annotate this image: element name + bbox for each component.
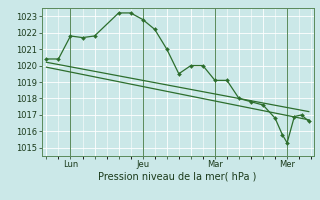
X-axis label: Pression niveau de la mer( hPa ): Pression niveau de la mer( hPa ) xyxy=(99,172,257,182)
